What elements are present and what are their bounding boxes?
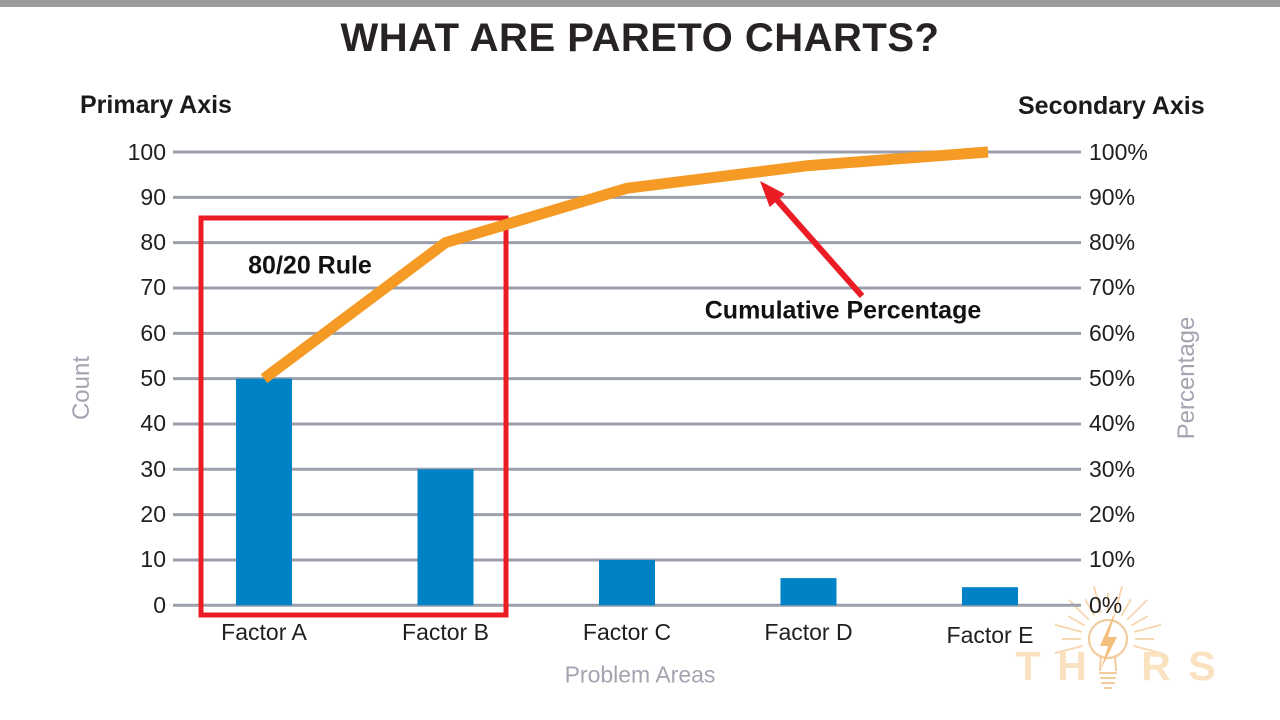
bar-factor-c (599, 559, 655, 606)
logo-letter: H (1057, 643, 1087, 689)
x-axis-category-label: Factor D (764, 619, 853, 645)
callout-arrow-shaft (774, 198, 865, 298)
left-axis-tick-label: 90 (140, 183, 166, 210)
left-axis-tick-label: 80 (140, 229, 166, 256)
right-axis-tick-label: 40% (1089, 410, 1136, 437)
logo-ray (1126, 599, 1148, 621)
logo-ray (1067, 615, 1086, 627)
top-border-strip (0, 0, 1280, 7)
left-axis-tick-label: 100 (127, 138, 166, 165)
right-axis-tick-label: 20% (1089, 501, 1136, 528)
right-axis-tick-label: 100% (1089, 138, 1148, 165)
primary-axis-label: Primary Axis (80, 91, 232, 119)
logo-ray (1133, 623, 1162, 633)
bar-factor-e (962, 587, 1018, 606)
right-axis-tick-label: 50% (1089, 365, 1136, 392)
bar-factor-d (780, 578, 837, 606)
left-axis-tick-label: 60 (140, 319, 166, 346)
bar-factor-b (417, 469, 474, 606)
secondary-axis-label: Secondary Axis (1018, 92, 1205, 120)
right-axis-tick-label: 0% (1089, 591, 1123, 618)
logo-ray (1054, 645, 1083, 655)
left-axis-tick-label: 70 (140, 274, 166, 301)
right-axis-title: Percentage (1173, 316, 1200, 440)
logo-ray (1130, 615, 1149, 627)
logo-letter: T (1015, 643, 1040, 689)
logo-ray (1084, 598, 1096, 617)
x-axis-category-label: Factor E (946, 622, 1034, 648)
logo-ray (1120, 598, 1132, 617)
page-title: WHAT ARE PARETO CHARTS? (340, 16, 940, 60)
left-axis-tick-label: 20 (140, 501, 166, 528)
callout-arrow-head-icon (760, 181, 785, 208)
right-axis-tick-label: 70% (1089, 274, 1136, 301)
cumulative-percentage-line (260, 146, 989, 384)
eighty-twenty-rule-label: 80/20 Rule (248, 251, 372, 280)
left-axis-tick-label: 30 (140, 455, 166, 482)
left-axis-tick-label: 0 (153, 591, 166, 618)
logo-ray (1068, 599, 1090, 621)
logo-ray (1114, 585, 1124, 614)
x-axis-category-label: Factor C (582, 619, 672, 645)
x-axis-category-label: Factor B (402, 619, 489, 645)
logo-letter: S (1188, 643, 1215, 689)
logo-ray (1092, 585, 1102, 614)
eighty-twenty-highlight-box (198, 215, 509, 618)
x-axis-title: Problem Areas (564, 661, 716, 688)
logo-ray (1054, 623, 1083, 633)
cumulative-percentage-label: Cumulative Percentage (704, 296, 982, 325)
left-axis-tick-label: 50 (140, 365, 166, 392)
left-axis-tick-label: 40 (140, 410, 166, 437)
x-axis-category-label: Factor A (221, 619, 307, 645)
logo-ray (1133, 645, 1162, 655)
logo-letter: R (1141, 643, 1171, 689)
lightning-bolt-icon (1100, 614, 1117, 669)
right-axis-tick-label: 60% (1089, 319, 1136, 346)
right-axis-tick-label: 10% (1089, 546, 1136, 573)
bar-factor-a (236, 378, 292, 606)
bulb-base-icon (1099, 654, 1117, 689)
right-axis-tick-label: 30% (1089, 455, 1136, 482)
right-axis-tick-label: 90% (1089, 183, 1136, 210)
right-axis-tick-label: 80% (1089, 229, 1136, 256)
left-axis-tick-label: 10 (140, 546, 166, 573)
